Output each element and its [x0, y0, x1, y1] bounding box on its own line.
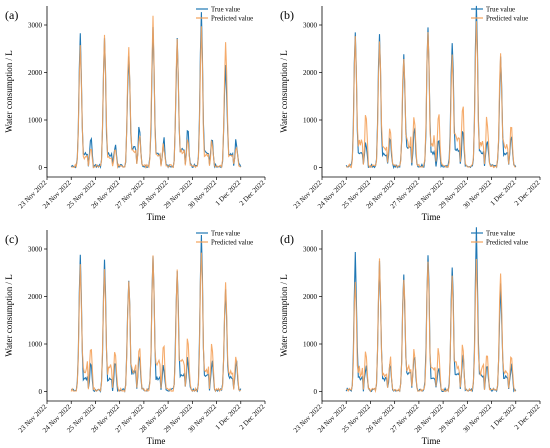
y-tick-label: 3000: [303, 22, 318, 30]
legend-label: True value: [486, 230, 515, 237]
y-tick-label: 0: [314, 164, 318, 172]
legend-label: True value: [211, 6, 240, 13]
y-tick-label: 1000: [28, 117, 43, 125]
panel-label: (d): [280, 232, 294, 246]
x-axis-label: Time: [147, 212, 166, 222]
true-value-line: [71, 234, 242, 393]
y-tick-label: 1000: [303, 117, 318, 125]
predicted-value-line: [346, 258, 516, 394]
y-tick-label: 2000: [28, 293, 43, 301]
y-tick-label: 1000: [303, 341, 318, 349]
x-tick-label: 2 Dec 2022: [238, 178, 267, 207]
y-tick-label: 1000: [28, 341, 43, 349]
x-axis-label: Time: [422, 212, 441, 222]
x-axis-label: Time: [422, 436, 441, 446]
true-value-line: [345, 5, 517, 170]
y-tick-label: 2000: [303, 293, 318, 301]
y-axis-label: Water consumption / L: [279, 274, 289, 357]
y-tick-label: 3000: [28, 246, 43, 254]
legend-label: Predicted value: [211, 15, 253, 22]
x-tick-label: 2 Dec 2022: [238, 402, 267, 431]
y-axis-label: Water consumption / L: [4, 274, 14, 357]
x-axis-label: Time: [147, 436, 166, 446]
x-tick-label: 2 Dec 2022: [513, 178, 542, 207]
y-tick-label: 2000: [303, 69, 318, 77]
y-tick-label: 0: [39, 164, 43, 172]
predicted-value-line: [345, 21, 516, 169]
panel-label: (b): [280, 8, 294, 22]
panel-label: (c): [5, 232, 18, 246]
predicted-value-line: [71, 15, 242, 170]
predicted-value-line: [70, 252, 241, 393]
y-axis-label: Water consumption / L: [4, 50, 14, 133]
chart-panel-c: 0 1000 2000 3000 23 Nov 2022 24 Nov 2022 25 No…: [0, 224, 275, 448]
chart-panel-a: 0 1000 2000 3000 23 Nov 2022 24 Nov 2022 25 No…: [0, 0, 275, 224]
x-tick-label: 2 Dec 2022: [513, 402, 542, 431]
legend-label: True value: [211, 230, 240, 237]
legend-label: Predicted value: [486, 239, 528, 246]
y-axis-label: Water consumption / L: [279, 50, 289, 133]
legend-label: True value: [486, 6, 515, 13]
y-tick-label: 3000: [303, 246, 318, 254]
chart-panel-b: 0 1000 2000 3000 23 Nov 2022 24 Nov 2022 25 No…: [275, 0, 550, 224]
legend-label: Predicted value: [486, 15, 528, 22]
legend-label: Predicted value: [211, 239, 253, 246]
y-tick-label: 2000: [28, 69, 43, 77]
panel-label: (a): [5, 8, 18, 22]
y-tick-label: 3000: [28, 22, 43, 30]
y-tick-label: 0: [39, 388, 43, 396]
chart-panel-d: 0 1000 2000 3000 23 Nov 2022 24 Nov 2022 25 No…: [275, 224, 550, 448]
y-tick-label: 0: [314, 388, 318, 396]
